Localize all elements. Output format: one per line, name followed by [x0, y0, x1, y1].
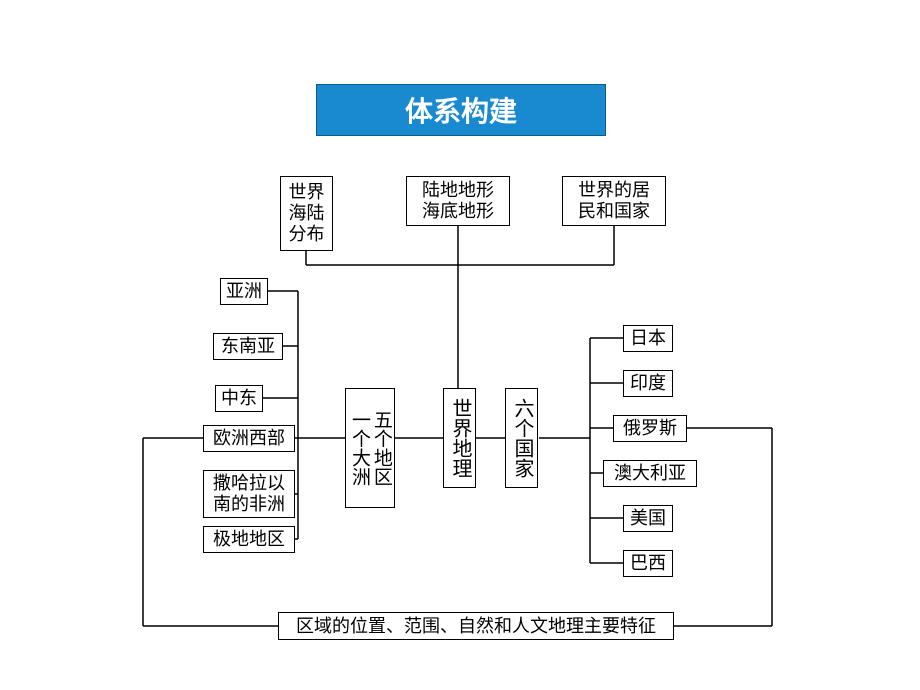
title-banner: 体系构建: [316, 84, 606, 136]
title-text: 体系构建: [405, 90, 517, 130]
left-subsahara: 撒哈拉以 南的非洲: [203, 470, 295, 518]
center-world: 世界地理: [443, 388, 476, 488]
left-middleeast: 中东: [215, 385, 263, 412]
right-india: 印度: [623, 370, 673, 397]
top-box-residents: 世界的居 民和国家: [562, 176, 666, 226]
right-japan: 日本: [623, 325, 673, 352]
right-usa: 美国: [623, 505, 673, 532]
right-brazil: 巴西: [623, 550, 673, 577]
center-regions: 五个地区 一个大洲: [345, 388, 395, 508]
bottom-summary: 区域的位置、范围、自然和人文地理主要特征: [278, 612, 674, 640]
right-russia: 俄罗斯: [613, 415, 687, 442]
center-countries: 六个国家: [505, 388, 538, 488]
left-westeurope: 欧洲西部: [203, 425, 295, 452]
left-polar: 极地地区: [203, 526, 295, 553]
top-box-sealand: 世界 海陆 分布: [280, 176, 333, 251]
left-asia: 亚洲: [220, 278, 268, 305]
top-box-terrain: 陆地地形 海底地形: [406, 176, 510, 226]
left-sea: 东南亚: [213, 333, 283, 360]
right-australia: 澳大利亚: [603, 460, 697, 487]
